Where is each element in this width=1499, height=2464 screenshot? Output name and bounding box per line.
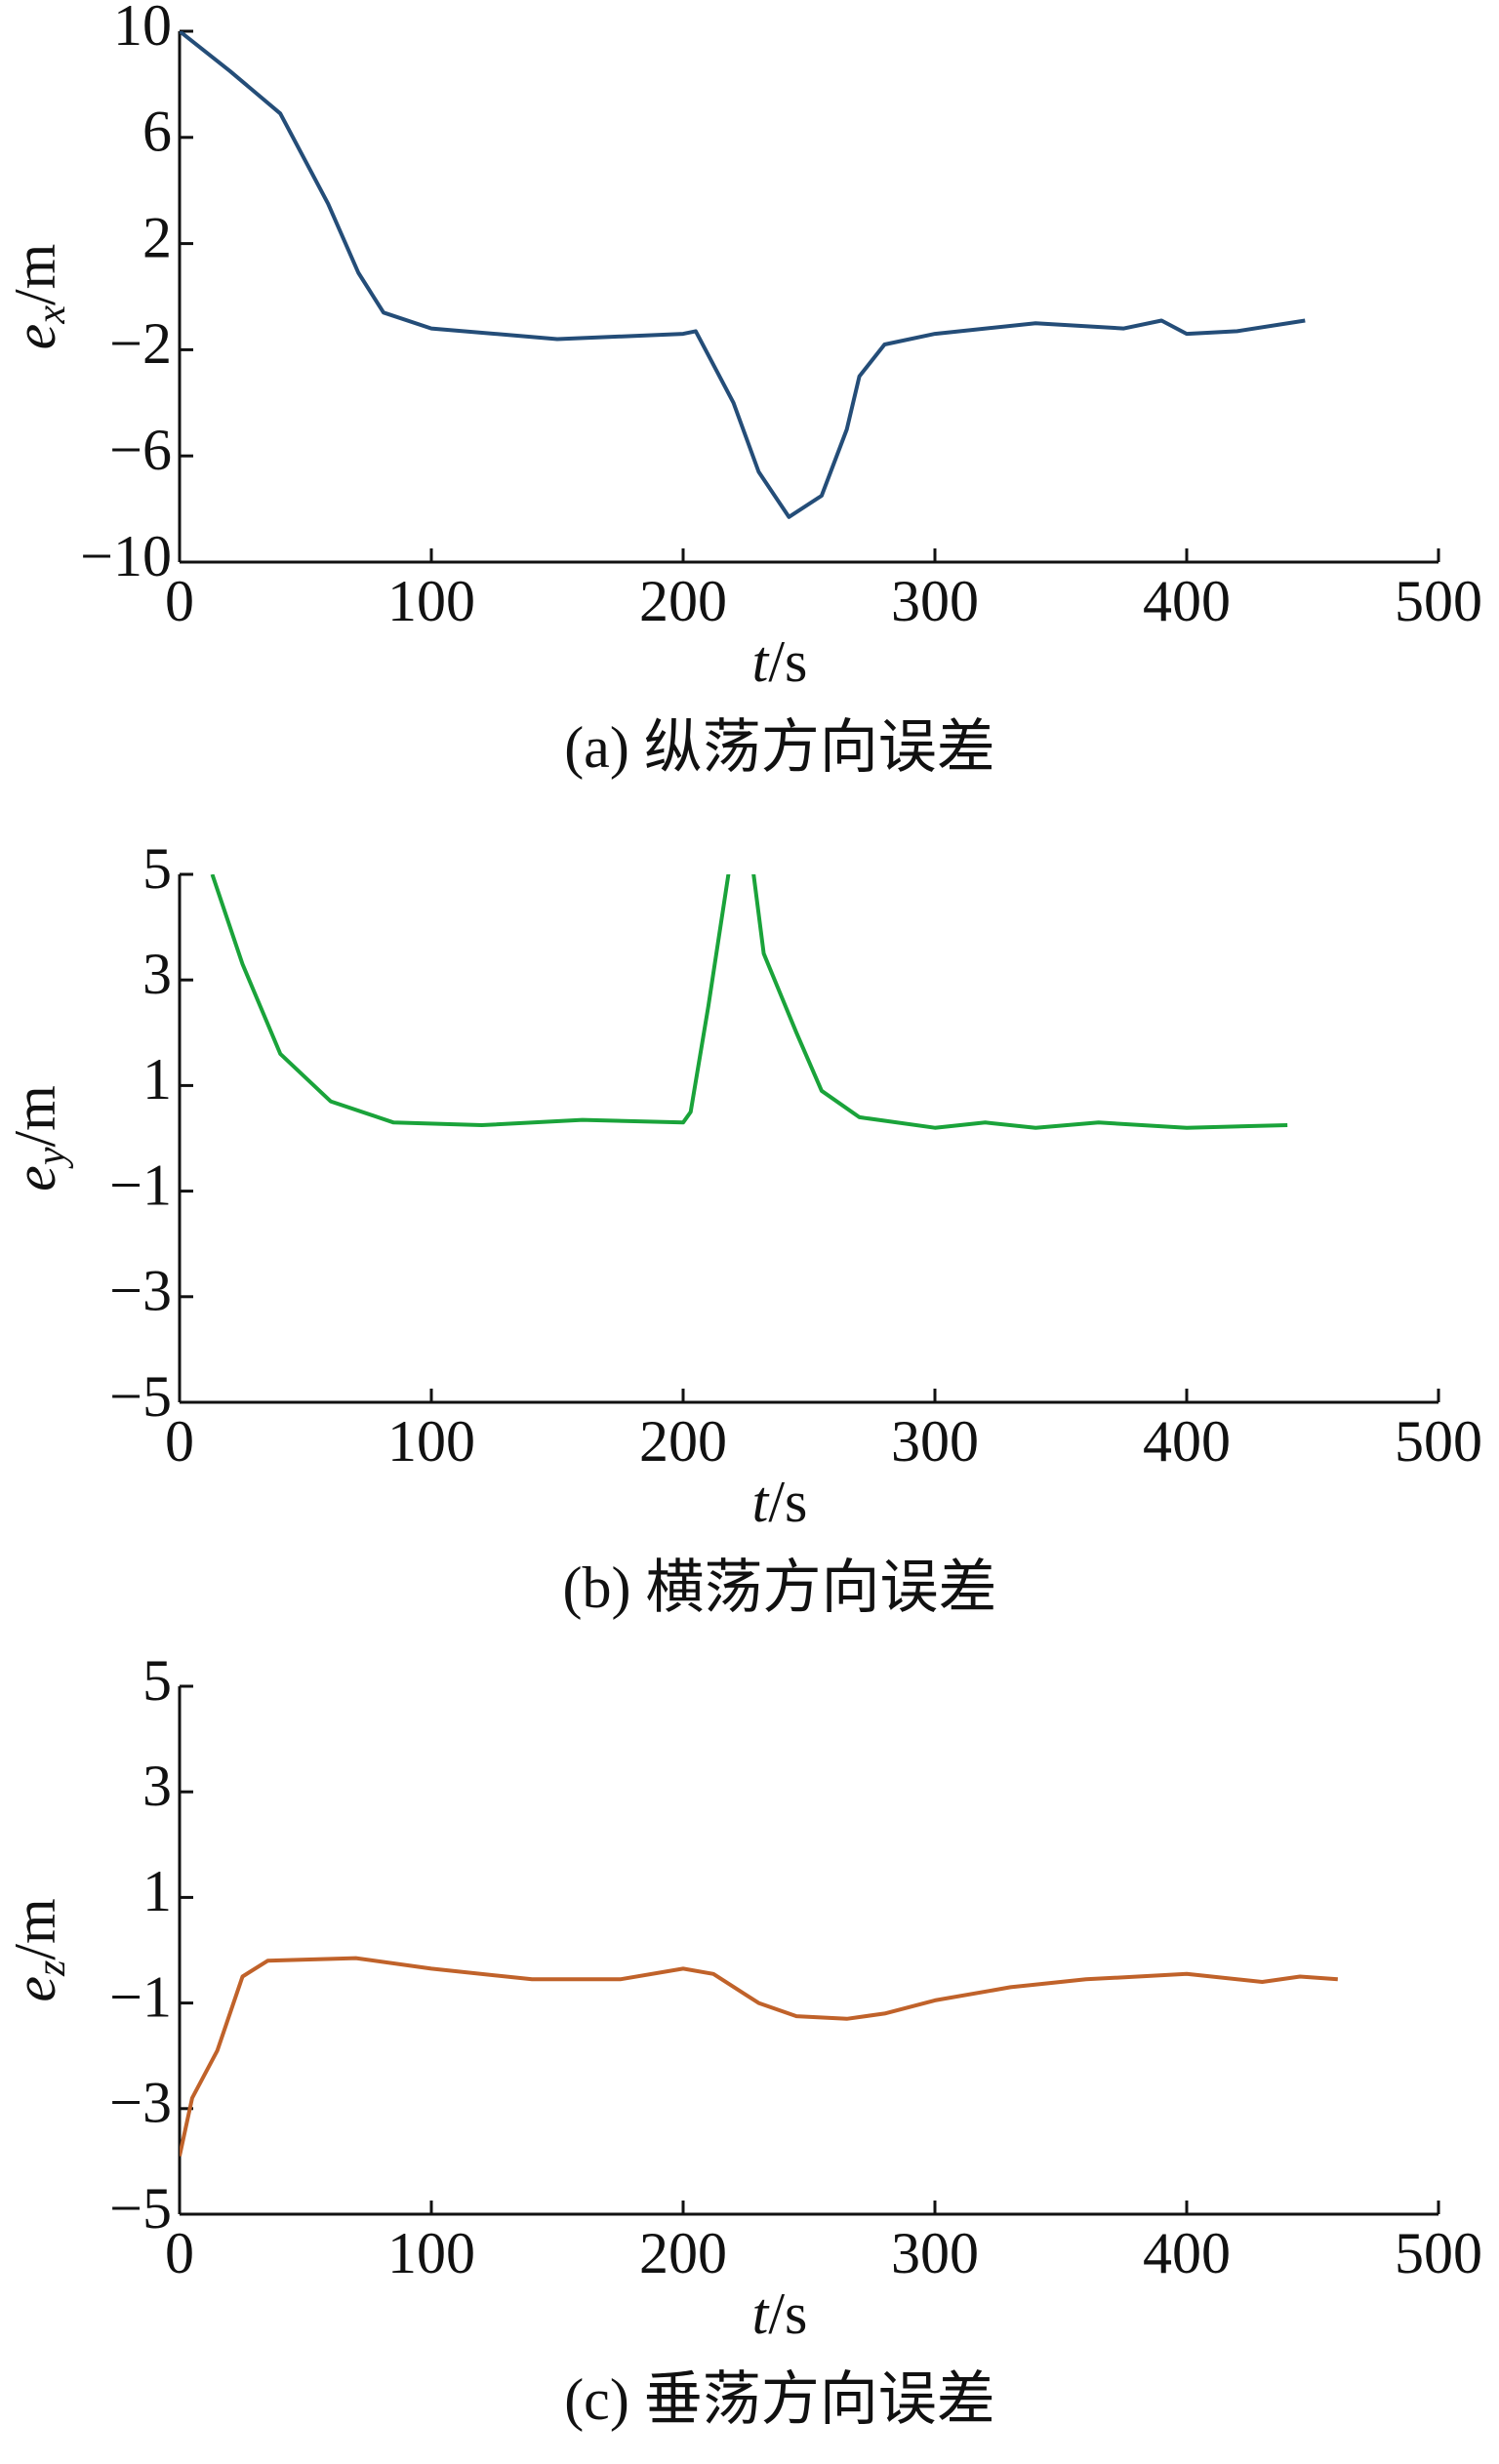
x-tick-label: 200: [639, 1409, 727, 1474]
y-label-unit: /m: [3, 1898, 67, 1959]
x-tick-label: 100: [387, 2221, 475, 2285]
x-tick-label: 200: [639, 569, 727, 633]
y-axis-label: ex/m: [3, 244, 74, 350]
caption: (a) 纵荡方向误差: [564, 715, 995, 780]
y-tick-label: 6: [142, 100, 172, 164]
x-label-symbol: t: [752, 2282, 770, 2346]
x-tick-label: 500: [1395, 2221, 1482, 2285]
chart: −5 −3 −1 1 3 5 0 100 200 300 400 500 ey/m t/s (b) 横荡方向…: [3, 836, 1482, 1620]
x-tick-label: 300: [891, 2221, 979, 2285]
y-tick-label: 2: [142, 205, 172, 269]
y-tick-label: −5: [109, 2176, 172, 2241]
y-tick-label: −1: [109, 1964, 172, 2029]
y-tick-label: 5: [142, 1648, 172, 1713]
data-line: [180, 31, 1306, 519]
y-tick-label: −3: [109, 1259, 172, 1323]
x-tick-label: 500: [1395, 1409, 1482, 1474]
x-tick-label: 400: [1143, 2221, 1231, 2285]
caption: (b) 横荡方向误差: [563, 1555, 997, 1620]
y-tick-label: 1: [142, 1047, 172, 1111]
caption: (c) 垂荡方向误差: [564, 2367, 995, 2432]
y-tick-label: −5: [109, 1364, 172, 1429]
x-tick-label: 400: [1143, 569, 1231, 633]
x-label-unit: /s: [768, 1470, 807, 1534]
x-tick-label: 500: [1395, 569, 1482, 633]
x-tick-label: 100: [387, 569, 475, 633]
y-label-unit: /m: [3, 1085, 67, 1147]
y-label-symbol: e: [3, 1976, 67, 2002]
x-label-unit: /s: [768, 2282, 807, 2346]
chart: −5 −3 −1 1 3 5 0 100 200 300 400 500 ez/m t/s (c) 垂荡方向…: [3, 1648, 1482, 2432]
x-label-symbol: t: [752, 629, 770, 694]
y-tick-label: −1: [109, 1152, 172, 1217]
y-label-subscript: z: [29, 1960, 74, 1977]
x-tick-label: 300: [891, 569, 979, 633]
y-label-unit: /m: [3, 244, 67, 305]
x-label-unit: /s: [768, 629, 807, 694]
y-tick-label: −2: [109, 311, 172, 376]
x-axis-label: t/s: [752, 2282, 808, 2346]
y-axis-label: ey/m: [3, 1085, 74, 1192]
x-tick-label: 0: [165, 2221, 194, 2285]
y-tick-label: 10: [113, 0, 172, 58]
data-line: [210, 874, 1288, 1130]
y-tick-label: 5: [142, 836, 172, 901]
y-label-symbol: e: [3, 1165, 67, 1192]
x-tick-label: 400: [1143, 1409, 1231, 1474]
x-tick-label: 200: [639, 2221, 727, 2285]
data-line: [180, 1956, 1338, 2157]
y-tick-label: 3: [142, 1754, 172, 1818]
y-label-subscript: x: [29, 305, 74, 325]
x-axis-label: t/s: [752, 1470, 808, 1534]
y-label-symbol: e: [3, 324, 67, 350]
x-tick-label: 100: [387, 1409, 475, 1474]
y-tick-label: 3: [142, 942, 172, 1006]
y-tick-label: 1: [142, 1859, 172, 1923]
y-tick-label: −10: [80, 524, 172, 588]
x-tick-label: 300: [891, 1409, 979, 1474]
x-axis-label: t/s: [752, 629, 808, 694]
y-tick-label: −3: [109, 2071, 172, 2135]
x-tick-label: 0: [165, 569, 194, 633]
y-label-subscript: y: [29, 1147, 74, 1169]
y-tick-label: −6: [109, 418, 172, 482]
y-axis-label: ez/m: [3, 1898, 74, 2001]
x-label-symbol: t: [752, 1470, 770, 1534]
x-tick-label: 0: [165, 1409, 194, 1474]
